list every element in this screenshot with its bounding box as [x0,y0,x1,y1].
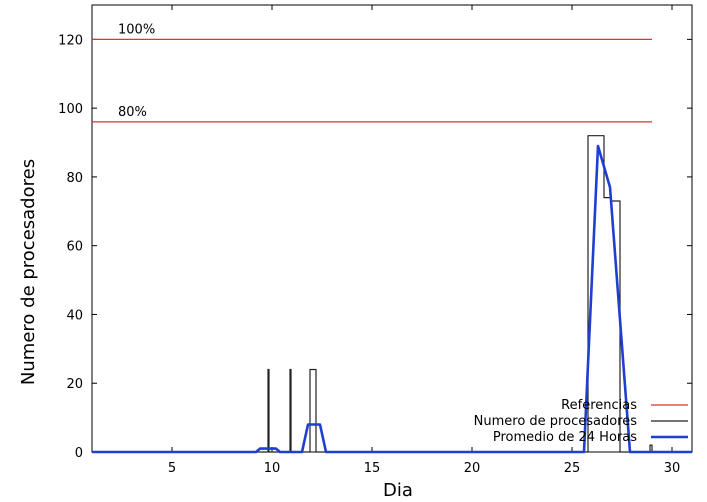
y-axis-title: Numero de procesadores [18,159,39,385]
reference-lines: 100% 80% [92,22,652,123]
y-tick-label: 120 [58,33,83,48]
x-tick-label: 10 [264,461,281,476]
x-tick-label: 30 [664,461,681,476]
series-layer [92,135,692,454]
y-tick-label: 60 [66,240,83,255]
legend-label: Referencias [561,398,637,413]
legend-label: Promedio de 24 Horas [493,430,637,445]
y-tick-label: 0 [75,446,83,461]
reference-line-label: 100% [118,22,155,37]
plot-frame [91,4,693,453]
series-line [92,135,653,453]
x-tick-label: 5 [168,461,176,476]
axes [91,4,693,453]
x-tick-label: 20 [464,461,481,476]
legend-label: Numero de procesadores [474,414,638,429]
reference-line-label: 80% [118,105,147,120]
x-tick-label: 15 [364,461,381,476]
x-axis-title: Dia [383,480,413,501]
tick-labels: 5 10 15 20 25 30 0 20 40 60 80 100 120 [58,33,680,476]
y-tick-label: 80 [66,171,83,186]
y-tick-label: 20 [66,377,83,392]
y-tick-label: 40 [66,308,83,323]
y-tick-label: 100 [58,102,83,117]
series-line [92,144,692,454]
x-tick-label: 25 [564,461,581,476]
